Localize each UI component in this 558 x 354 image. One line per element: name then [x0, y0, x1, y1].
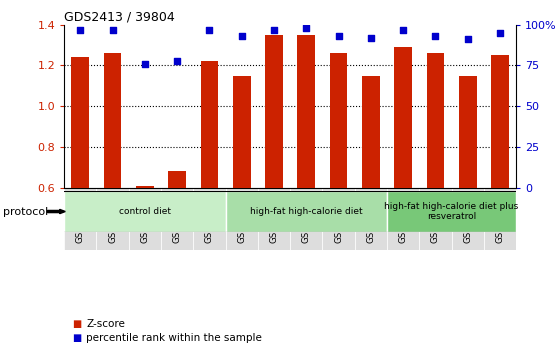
Bar [64, 188, 97, 250]
Bar [323, 188, 355, 250]
Point [205, 27, 214, 33]
Bar [459, 76, 477, 188]
Bar [395, 47, 412, 188]
Bar [290, 188, 323, 250]
Bar [491, 55, 509, 188]
Point [270, 27, 278, 33]
Text: GSM140956: GSM140956 [141, 191, 150, 243]
Text: Z-score: Z-score [86, 319, 126, 329]
Point [172, 58, 181, 63]
Point [76, 27, 85, 33]
Point [141, 61, 150, 67]
Bar [451, 188, 484, 250]
Text: GDS2413 / 39804: GDS2413 / 39804 [64, 11, 175, 24]
Bar [233, 76, 251, 188]
Text: GSM140962: GSM140962 [334, 191, 343, 243]
Text: high-fat high-calorie diet: high-fat high-calorie diet [250, 207, 363, 216]
Bar [200, 62, 218, 188]
Point [367, 35, 376, 41]
Point [334, 33, 343, 39]
Bar [225, 191, 387, 232]
Text: GSM140963: GSM140963 [367, 191, 376, 243]
Point [398, 27, 407, 33]
Bar [225, 188, 258, 250]
Text: GSM140966: GSM140966 [463, 191, 472, 243]
Bar [355, 188, 387, 250]
Bar [426, 53, 444, 188]
Point [237, 33, 246, 39]
Text: GSM140955: GSM140955 [108, 191, 117, 243]
Bar [129, 188, 161, 250]
Text: GSM140957: GSM140957 [172, 191, 182, 243]
Bar [136, 185, 154, 188]
Point [302, 25, 311, 31]
Point [463, 36, 472, 42]
Text: protocol: protocol [3, 206, 48, 217]
Text: ■: ■ [73, 319, 82, 329]
Bar [258, 188, 290, 250]
Bar [97, 188, 129, 250]
Text: GSM140967: GSM140967 [496, 191, 504, 243]
Text: control diet: control diet [119, 207, 171, 216]
Bar [387, 188, 419, 250]
Bar [169, 171, 186, 188]
Bar [265, 35, 283, 188]
Bar [297, 35, 315, 188]
Bar [387, 191, 516, 232]
Text: GSM140959: GSM140959 [237, 191, 246, 243]
Bar [362, 76, 380, 188]
Text: GSM140965: GSM140965 [431, 191, 440, 243]
Bar [104, 53, 122, 188]
Text: GSM140958: GSM140958 [205, 191, 214, 243]
Text: GSM140954: GSM140954 [76, 191, 85, 243]
Text: GSM140960: GSM140960 [270, 191, 278, 243]
Text: GSM140961: GSM140961 [302, 191, 311, 243]
Point [496, 30, 504, 36]
Text: percentile rank within the sample: percentile rank within the sample [86, 333, 262, 343]
Bar [484, 188, 516, 250]
Bar [161, 188, 193, 250]
Text: high-fat high-calorie diet plus
resveratrol: high-fat high-calorie diet plus resverat… [384, 202, 519, 221]
Bar [330, 53, 348, 188]
Point [431, 33, 440, 39]
Bar [193, 188, 225, 250]
Text: GSM140964: GSM140964 [398, 191, 408, 243]
Bar [419, 188, 451, 250]
Bar [71, 57, 89, 188]
Text: ■: ■ [73, 333, 82, 343]
Bar [64, 191, 225, 232]
Point [108, 27, 117, 33]
